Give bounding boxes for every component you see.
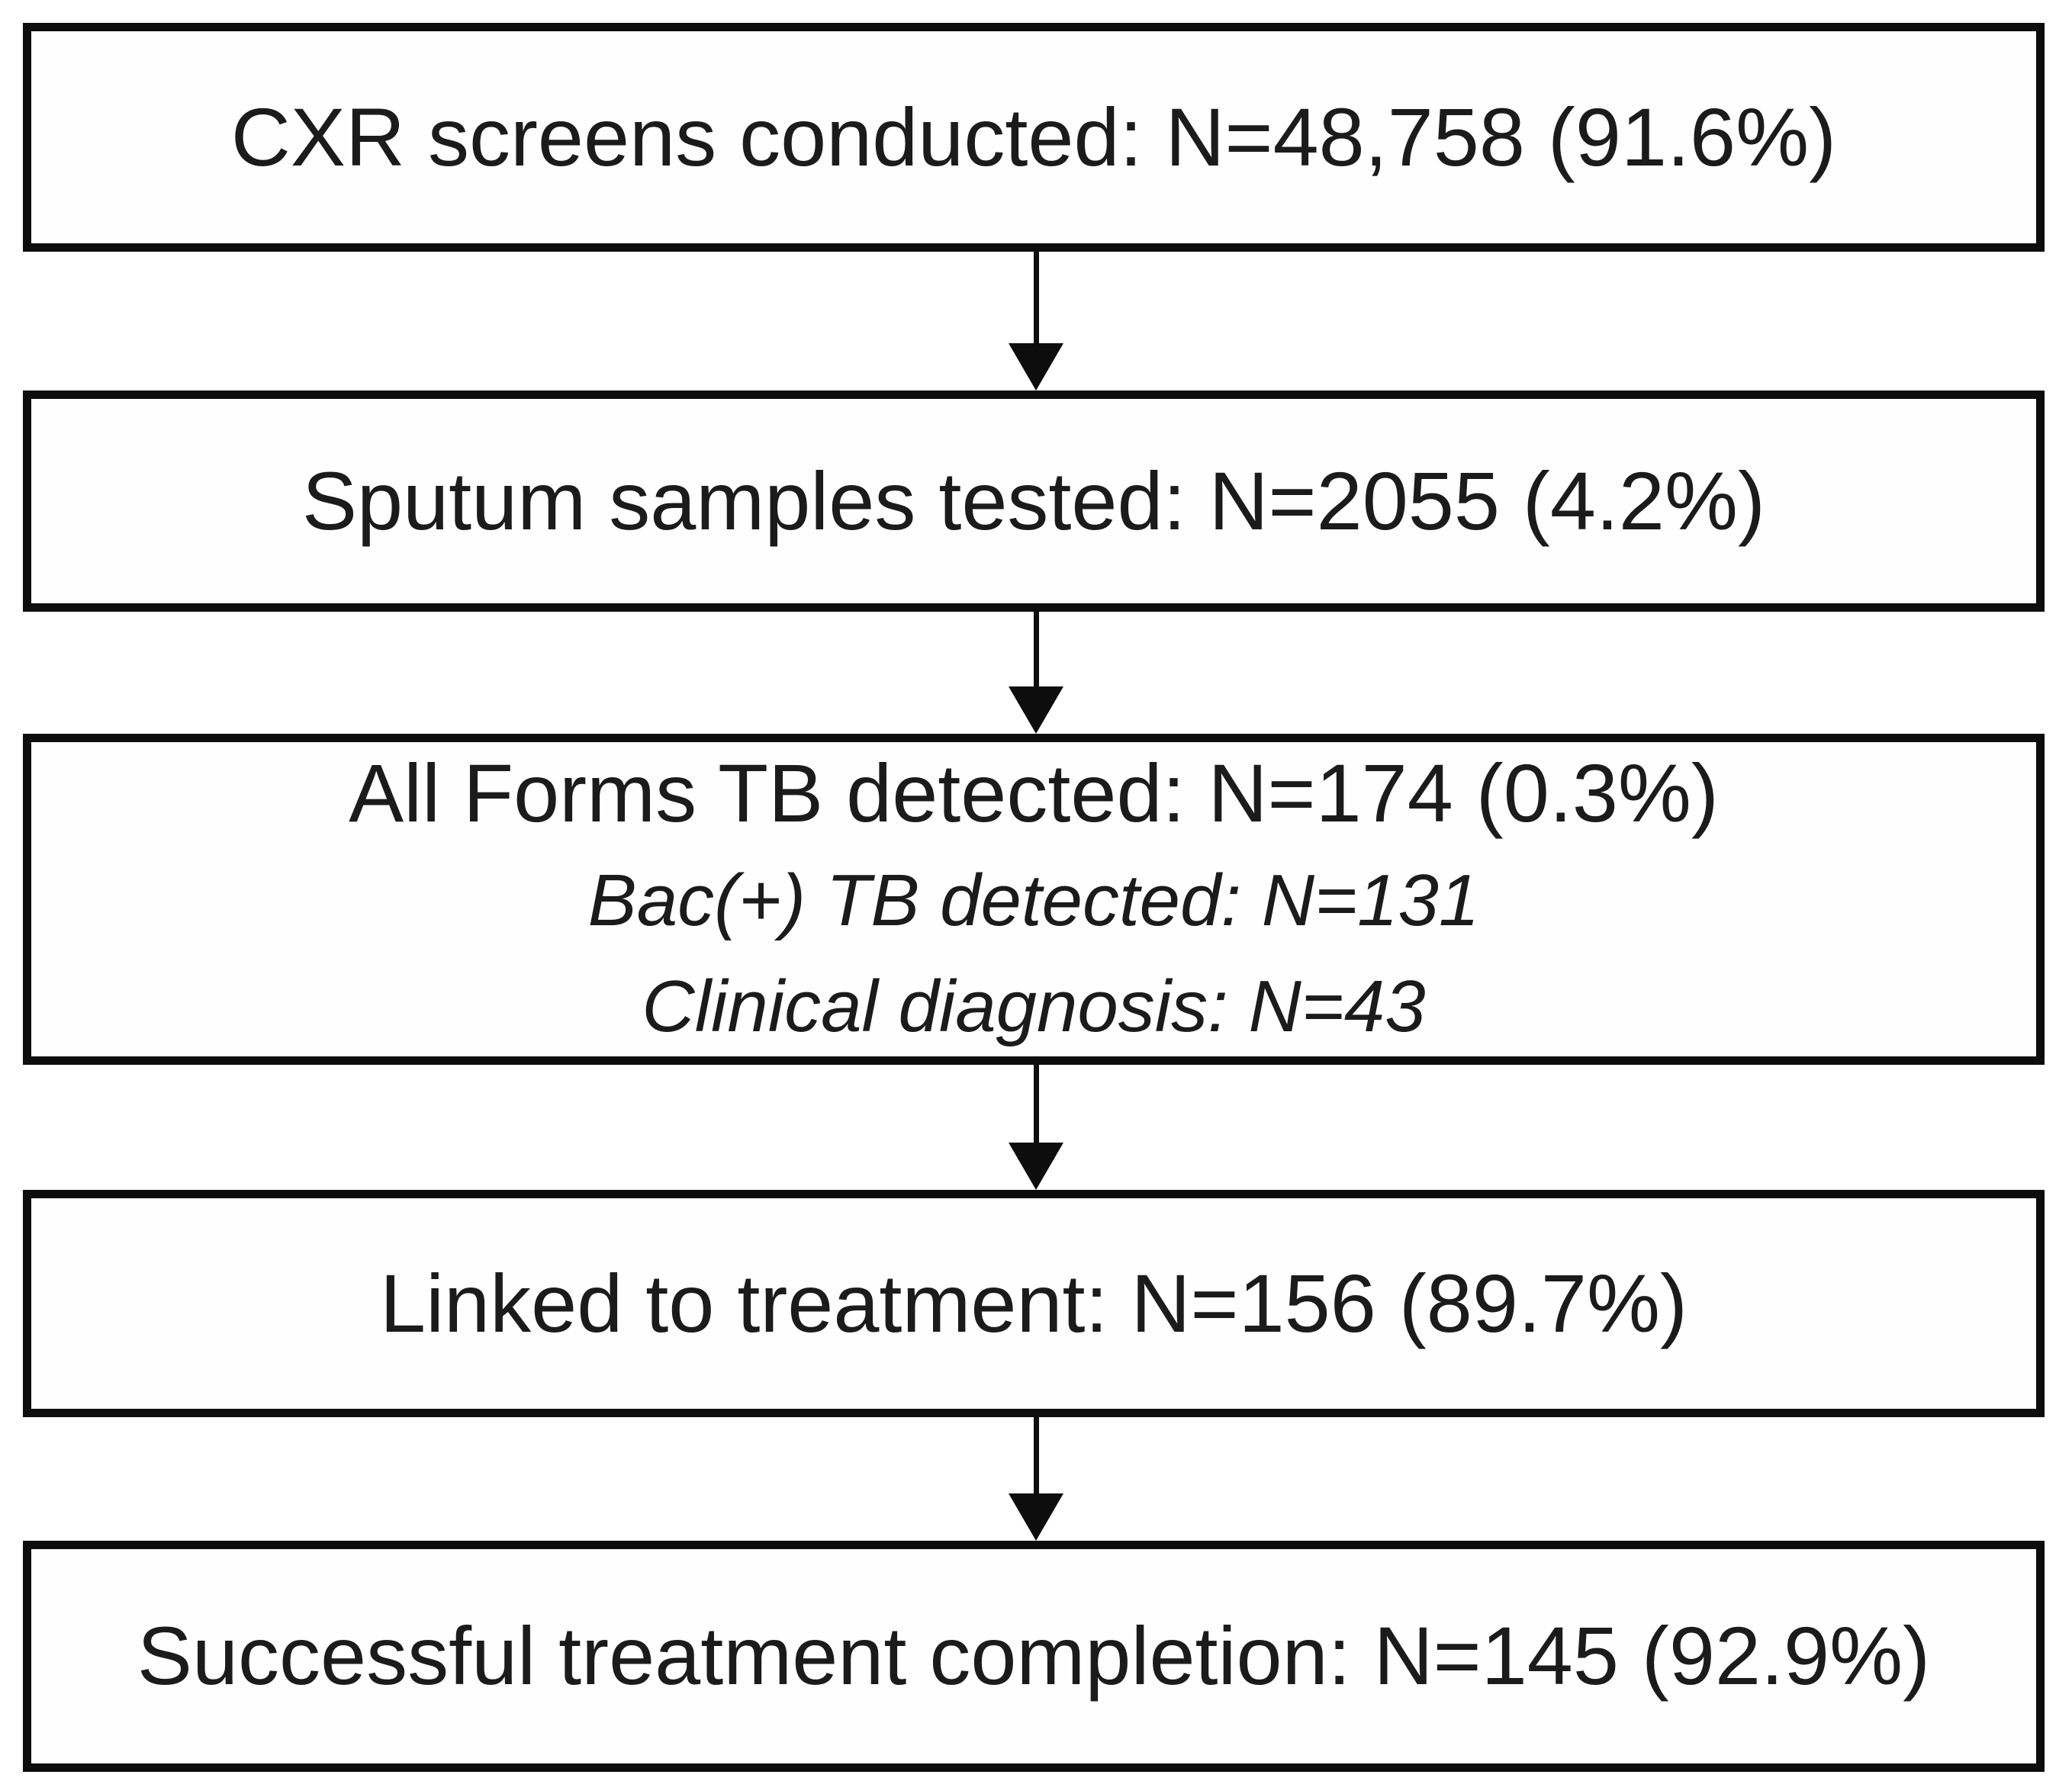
arrow-shaft xyxy=(1033,1065,1039,1143)
arrow-shaft xyxy=(1033,612,1039,686)
node-sputum-tested-text: Sputum samples tested: N=2055 (4.2%) xyxy=(301,454,1765,547)
node-tb-detected-text: All Forms TB detected: N=174 (0.3%) xyxy=(349,746,1719,839)
node-cxr-screens: CXR screens conducted: N=48,758 (91.6%) xyxy=(23,23,2045,252)
arrow-shaft xyxy=(1033,252,1039,343)
node-treatment-completion: Successful treatment completion: N=145 (… xyxy=(23,1541,2045,1772)
node-tb-detected-clinical-diagnosis-text: Clinical diagnosis: N=43 xyxy=(642,966,1426,1048)
node-linked-treatment: Linked to treatment: N=156 (89.7%) xyxy=(23,1190,2045,1417)
down-arrow-1 xyxy=(1009,252,1063,391)
arrow-shaft xyxy=(1033,1417,1039,1493)
node-cxr-screens-text: CXR screens conducted: N=48,758 (91.6%) xyxy=(230,90,1837,183)
node-treatment-completion-text: Successful treatment completion: N=145 (… xyxy=(137,1609,1931,1702)
arrow-head-icon xyxy=(1009,1143,1063,1190)
down-arrow-4 xyxy=(1009,1417,1063,1541)
node-tb-detected-bac-positive-text: Bac(+) TB detected: N=131 xyxy=(587,860,1480,942)
arrow-head-icon xyxy=(1009,1493,1063,1541)
down-arrow-2 xyxy=(1009,612,1063,734)
down-arrow-3 xyxy=(1009,1065,1063,1190)
node-tb-detected: All Forms TB detected: N=174 (0.3%) Bac(… xyxy=(23,734,2045,1065)
node-linked-treatment-text: Linked to treatment: N=156 (89.7%) xyxy=(380,1256,1688,1349)
node-sputum-tested: Sputum samples tested: N=2055 (4.2%) xyxy=(23,391,2045,612)
arrow-head-icon xyxy=(1009,686,1063,734)
arrow-head-icon xyxy=(1009,343,1063,391)
